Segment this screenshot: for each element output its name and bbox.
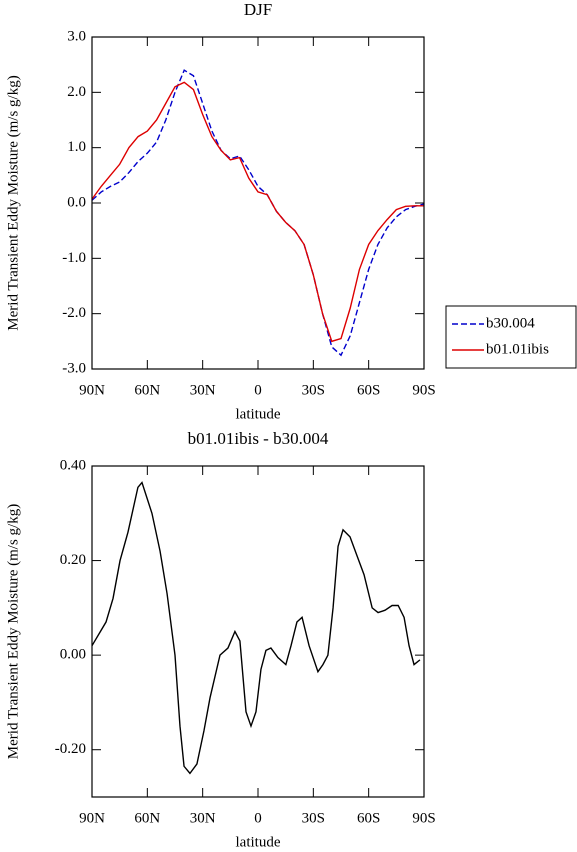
x-tick-label: 90N: [79, 382, 105, 398]
y-tick-label: 0.20: [60, 552, 86, 568]
y-tick-label: 0.0: [67, 194, 86, 210]
x-tick-label: 90S: [412, 382, 435, 398]
y-tick-label: 2.0: [67, 84, 86, 100]
x-tick-label: 0: [254, 382, 262, 398]
chart-title: DJF: [244, 0, 272, 19]
chart-title: b01.01ibis - b30.004: [188, 429, 329, 448]
y-tick-label: 0.00: [60, 647, 86, 663]
x-tick-label: 90S: [412, 810, 435, 826]
data-line: [91, 69, 425, 357]
x-tick-label: 60N: [134, 382, 160, 398]
plot-frame: [91, 465, 425, 798]
plot-frame: [91, 36, 425, 370]
y-tick-label: -1.0: [62, 250, 86, 266]
y-tick-label: -2.0: [62, 305, 86, 321]
x-tick-label: 60S: [357, 810, 380, 826]
y-tick-label: -0.20: [55, 741, 86, 757]
x-tick-label: 30S: [302, 382, 325, 398]
x-axis-label: latitude: [236, 834, 281, 850]
x-tick-label: 60S: [357, 382, 380, 398]
y-tick-label: 0.40: [60, 457, 86, 473]
x-tick-label: 90N: [79, 810, 105, 826]
y-axis-label: Merid Transient Eddy Moisture (m/s g/kg): [5, 504, 21, 759]
data-line: [91, 81, 424, 343]
y-tick-label: 3.0: [67, 28, 86, 44]
legend-box: [445, 305, 577, 369]
x-tick-label: 30N: [190, 810, 216, 826]
x-tick-label: 0: [254, 810, 262, 826]
y-tick-label: -3.0: [62, 360, 86, 376]
x-axis-label: latitude: [236, 406, 281, 422]
data-line: [91, 481, 421, 775]
legend-label: b01.01ibis: [486, 341, 549, 357]
x-tick-label: 30S: [302, 810, 325, 826]
x-tick-label: 30N: [190, 382, 216, 398]
x-tick-label: 60N: [134, 810, 160, 826]
legend-label: b30.004: [486, 315, 535, 331]
y-tick-label: 1.0: [67, 139, 86, 155]
y-axis-label: Merid Transient Eddy Moisture (m/s g/kg): [5, 75, 21, 330]
